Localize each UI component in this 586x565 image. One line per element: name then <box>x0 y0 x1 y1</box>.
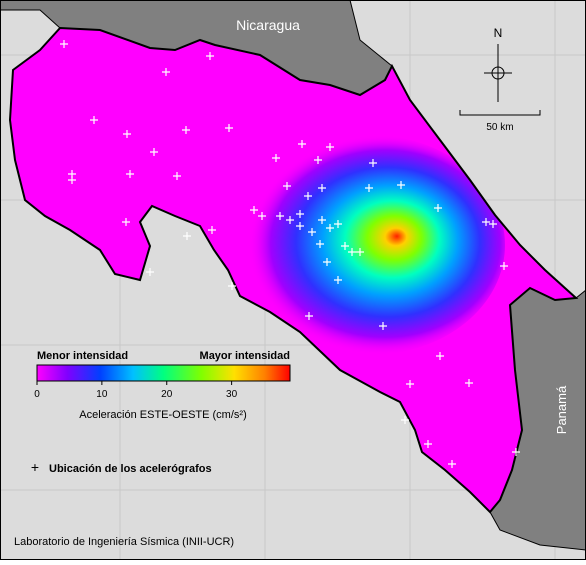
station <box>401 416 409 424</box>
station <box>90 116 98 124</box>
station <box>465 379 473 387</box>
station <box>448 460 456 468</box>
country-label: Panamá <box>554 385 569 434</box>
station <box>68 176 76 184</box>
scale-label: 50 km <box>486 122 513 133</box>
credit: Laboratorio de Ingeniería Sísmica (INII-… <box>14 536 234 548</box>
station <box>341 242 349 250</box>
station <box>304 192 312 200</box>
station <box>296 210 304 218</box>
station <box>512 448 520 456</box>
station <box>365 184 373 192</box>
colorbar-low-label: Menor intensidad <box>37 350 128 362</box>
station-markers <box>60 40 520 468</box>
colorbar-ticks: 0 10 20 30 <box>34 381 238 400</box>
station <box>123 130 131 138</box>
station <box>298 140 306 148</box>
station <box>162 68 170 76</box>
legend-label: Ubicación de los acelerógrafos <box>49 463 212 475</box>
station <box>397 181 405 189</box>
station <box>206 52 214 60</box>
station <box>126 170 134 178</box>
station <box>173 172 181 180</box>
station <box>146 268 154 276</box>
station <box>122 218 130 226</box>
station <box>283 182 291 190</box>
station <box>326 224 334 232</box>
country-label: Nicaragua <box>236 17 300 33</box>
station <box>318 184 326 192</box>
station <box>318 216 326 224</box>
station <box>379 322 387 330</box>
station <box>182 126 190 134</box>
station <box>316 240 324 248</box>
colorbar-title: Aceleración ESTE-OESTE (cm/s²) <box>79 409 246 421</box>
colorbar-high-label: Mayor intensidad <box>200 350 290 362</box>
station <box>286 216 294 224</box>
station <box>434 204 442 212</box>
station <box>183 232 191 240</box>
colorbar <box>36 364 291 382</box>
station <box>296 222 304 230</box>
station <box>436 352 444 360</box>
station <box>258 212 266 220</box>
scale-bar <box>459 110 541 116</box>
station <box>225 124 233 132</box>
station <box>323 258 331 266</box>
station <box>250 206 258 214</box>
station <box>276 212 284 220</box>
station <box>60 40 68 48</box>
station <box>406 380 414 388</box>
station <box>356 248 364 256</box>
station <box>500 262 508 270</box>
station <box>369 159 377 167</box>
north-arrow <box>484 44 512 102</box>
colorbar-tick-label: 10 <box>96 389 108 400</box>
station <box>326 143 334 151</box>
station <box>334 220 342 228</box>
north-label: N <box>494 26 503 40</box>
station <box>348 248 356 256</box>
station <box>308 228 316 236</box>
station <box>314 156 322 164</box>
station <box>482 218 490 226</box>
station <box>150 148 158 156</box>
colorbar-tick-label: 0 <box>34 389 40 400</box>
colorbar-tick-label: 20 <box>161 389 173 400</box>
legend-symbol: + <box>31 459 39 475</box>
station <box>489 220 497 228</box>
colorbar-tick-label: 30 <box>226 389 238 400</box>
station <box>305 312 313 320</box>
station <box>228 282 236 290</box>
station <box>334 276 342 284</box>
station <box>424 440 432 448</box>
station <box>272 154 280 162</box>
station <box>208 226 216 234</box>
